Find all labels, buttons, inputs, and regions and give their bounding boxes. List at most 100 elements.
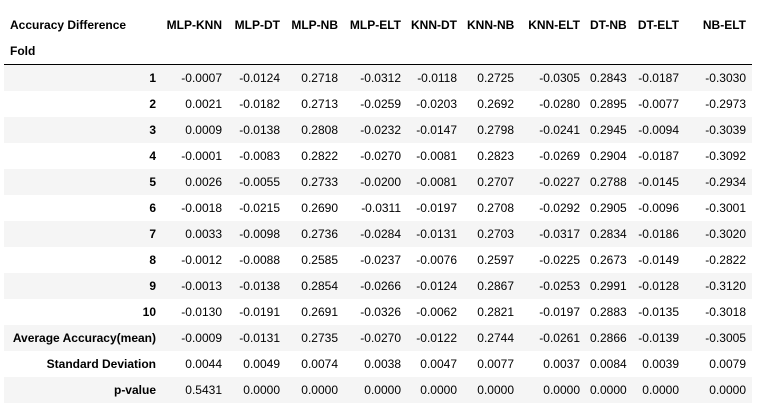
table-cell: -0.0203 [416,97,457,111]
table-cell: -0.0261 [539,331,580,345]
table-cell: 0.0047 [420,357,457,371]
table-cell: -0.0197 [416,201,457,215]
table-cell: 0.2713 [301,97,338,111]
row-index-label: Standard Deviation [46,357,156,371]
table-cell: -0.0131 [416,227,457,241]
column-header: NB-ELT [702,18,746,32]
table-cell: 0.0000 [243,383,280,397]
table-cell: 0.2895 [590,97,627,111]
table-cell: 0.0049 [243,357,280,371]
table-cell: -0.0191 [239,305,280,319]
table-row: 1 -0.0007 -0.0124 0.2718 -0.0312 -0.0118 0.272… [4,64,752,91]
index-row-spacer [160,38,228,65]
table-cell: -0.0118 [417,71,457,85]
index-name-label: Fold [4,38,160,65]
table-cell: 0.2854 [301,279,338,293]
table-cell: -0.0062 [416,305,457,319]
index-row-spacer [228,38,286,65]
table-cell: 0.0000 [477,383,514,397]
table-cell: 0.2991 [590,279,627,293]
column-header: DT-ELT [637,18,679,32]
table-row: 10 -0.0130 -0.0191 0.2691 -0.0326 -0.0062 0.28… [4,299,752,325]
table-cell: -0.0009 [181,331,222,345]
table-cell: 0.0026 [185,175,222,189]
index-name-row: Fold [4,38,752,65]
table-cell: 0.0021 [185,97,222,111]
table-cell: -0.0139 [638,331,679,345]
table-cell: -0.0197 [539,305,580,319]
table-cell: 0.0037 [543,357,580,371]
column-header: MLP-ELT [349,18,401,32]
table-cell: 0.2821 [477,305,514,319]
table-cell: -0.2934 [705,175,746,189]
column-header: MLP-DT [234,18,280,32]
table-cell: -0.3120 [705,279,746,293]
column-header: KNN-DT [411,18,457,32]
table-cell: -0.0312 [360,71,401,85]
table-cell: 0.2788 [590,175,627,189]
accuracy-difference-table: Accuracy Difference MLP-KNN MLP-DT MLP-NB M… [4,12,752,403]
row-index-label: 7 [149,227,156,241]
table-cell: -0.0081 [416,175,457,189]
row-index-label: Average Accuracy(mean) [12,331,156,345]
table-row: 9 -0.0013 -0.0138 0.2854 -0.0266 -0.0124 0.286… [4,273,752,299]
table-cell: 0.2808 [301,123,338,137]
index-row-spacer [344,38,407,65]
table-cell: 0.2725 [477,71,514,85]
table-cell: 0.0000 [590,383,627,397]
table-cell: 0.2718 [301,71,338,85]
table-cell: -0.0187 [638,149,679,163]
table-cell: 0.2945 [590,123,627,137]
table-cell: -0.0007 [181,71,222,85]
row-index-label: 8 [149,253,156,267]
table-row: 8 -0.0012 -0.0088 0.2585 -0.0237 -0.0076 0.259… [4,247,752,273]
table-cell: -0.0124 [239,71,280,85]
table-cell: -0.0145 [638,175,679,189]
table-row: 6 -0.0018 -0.0215 0.2690 -0.0311 -0.0197 0.270… [4,195,752,221]
table-cell: -0.0124 [416,279,457,293]
table-cell: 0.0039 [642,357,679,371]
table-cell: -0.0135 [638,305,679,319]
column-header: KNN-NB [467,18,515,32]
table-cell: 0.0084 [590,357,627,371]
column-header: MLP-NB [291,18,338,32]
table-cell: -0.0138 [239,279,280,293]
table-cell: -0.0147 [416,123,457,137]
table-cell: -0.3030 [705,71,746,85]
table-cell: 0.0044 [185,357,222,371]
table-cell: -0.0186 [638,227,679,241]
row-index-label: 10 [142,305,156,319]
table-cell: 0.2904 [590,149,627,163]
table-cell: 0.2905 [590,201,627,215]
table-cell: 0.2744 [477,331,514,345]
index-row-spacer [463,38,520,65]
table-cell: -0.0200 [360,175,401,189]
table-cell: 0.2690 [301,201,338,215]
table-cell: -0.0122 [416,331,457,345]
table-cell: -0.0138 [239,123,280,137]
table-cell: 0.0009 [185,123,222,137]
table-cell: -0.0270 [360,149,401,163]
index-row-spacer [520,38,586,65]
column-header-row: Accuracy Difference MLP-KNN MLP-DT MLP-NB M… [4,12,752,38]
table-cell: 0.0074 [301,357,338,371]
row-index-label: 4 [149,149,156,163]
table-cell: 0.2692 [477,97,514,111]
table-cell: 0.0000 [420,383,457,397]
table-cell: 0.2843 [590,71,627,85]
row-index-label: 2 [149,97,156,111]
table-row: 4 -0.0001 -0.0083 0.2822 -0.0270 -0.0081 0.282… [4,143,752,169]
row-index-label: 6 [149,201,156,215]
table-cell: 0.2883 [590,305,627,319]
table-cell: -0.3005 [705,331,746,345]
table-cell: -0.0001 [181,149,222,163]
table-row: Average Accuracy(mean) -0.0009 -0.0131 0.27… [4,325,752,351]
index-row-spacer [685,38,752,65]
table-cell: -0.0305 [539,71,580,85]
table-row: 3 0.0009 -0.0138 0.2808 -0.0232 -0.0147 0.2798… [4,117,752,143]
table-cell: -0.0215 [239,201,280,215]
table-cell: -0.0317 [539,227,580,241]
table-cell: -0.0131 [239,331,280,345]
table-cell: -0.3039 [705,123,746,137]
row-index-label: p-value [113,383,156,397]
